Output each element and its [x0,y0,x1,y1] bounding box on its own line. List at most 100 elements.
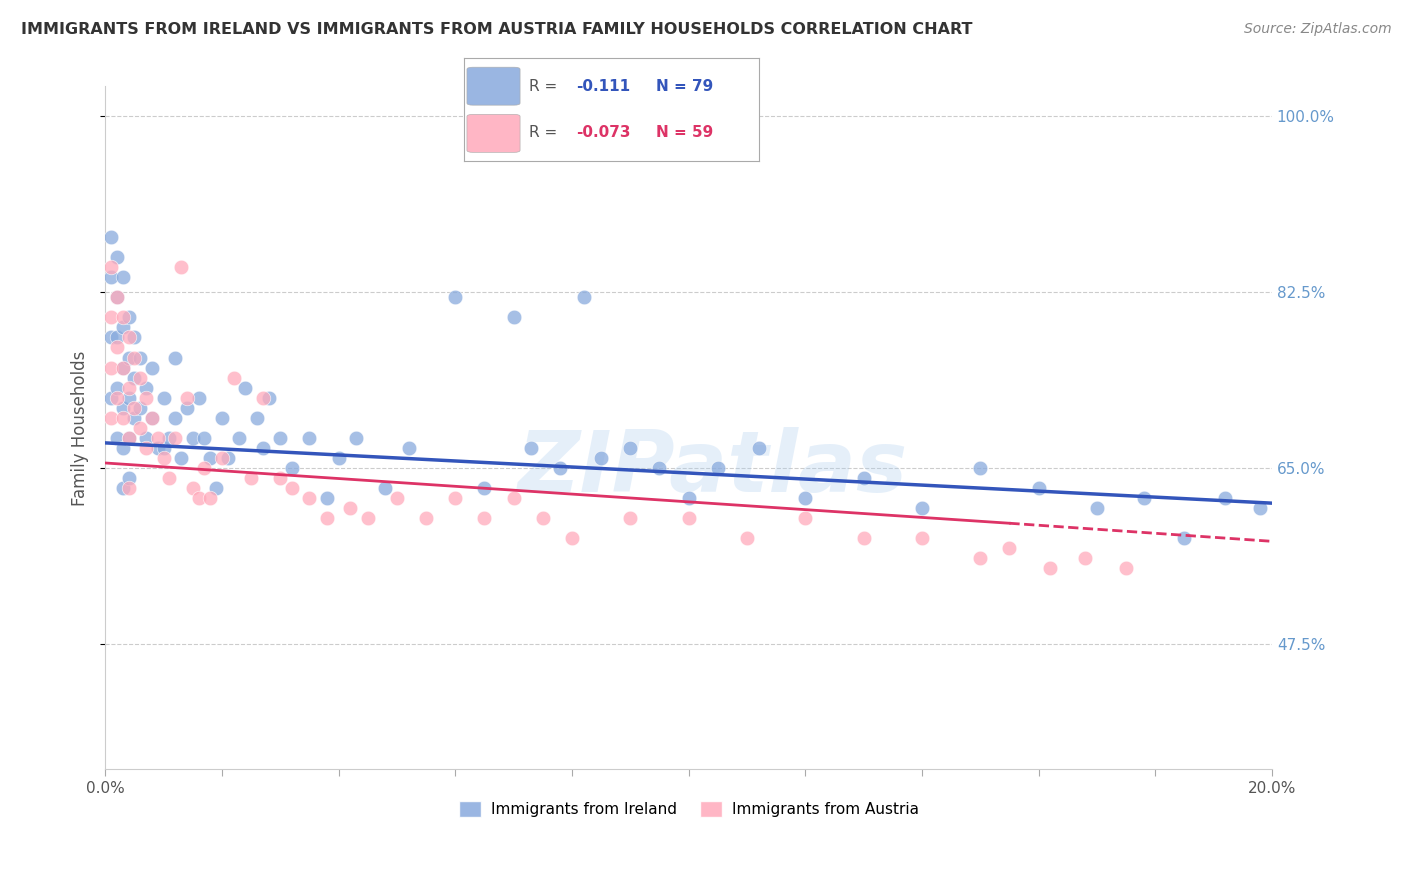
Point [257,391,280,405]
Point [146,441,169,455]
Point [748,441,770,455]
Point [398,441,420,455]
Point [200,450,222,465]
Text: IMMIGRANTS FROM IRELAND VS IMMIGRANTS FROM AUSTRIA FAMILY HOUSEHOLDS CORRELATION: IMMIGRANTS FROM IRELAND VS IMMIGRANTS FR… [21,22,973,37]
Point [111,270,134,285]
Point [852,471,875,485]
Text: N = 79: N = 79 [655,79,713,95]
Point [1115,561,1137,575]
Point [415,511,437,525]
Text: R =: R = [529,79,562,95]
Y-axis label: Family Households: Family Households [72,351,89,506]
Point [357,511,380,525]
FancyBboxPatch shape [467,114,520,153]
Text: -0.073: -0.073 [576,126,631,140]
Point [1039,561,1062,575]
Point [117,381,139,395]
Point [572,290,595,304]
Point [129,370,152,384]
Point [135,381,157,395]
Point [374,481,396,495]
Point [117,330,139,344]
Point [328,450,350,465]
Point [100,260,122,274]
Point [217,450,239,465]
Point [129,401,152,415]
Point [385,491,408,505]
Point [228,431,250,445]
Text: R =: R = [529,126,562,140]
Point [111,481,134,495]
Point [117,431,139,445]
Point [315,511,337,525]
Point [444,491,467,505]
Point [1028,481,1050,495]
Point [474,511,496,525]
Point [117,351,139,365]
Point [1085,501,1108,516]
Point [1249,501,1271,516]
Point [152,450,174,465]
Point [193,461,215,475]
Point [100,330,122,344]
Point [548,461,571,475]
Point [474,481,496,495]
Point [111,320,134,334]
Point [124,330,146,344]
Point [146,431,169,445]
Point [187,491,209,505]
Point [1173,531,1195,545]
Point [1213,491,1236,505]
Point [298,491,321,505]
Point [129,351,152,365]
Point [176,391,198,405]
Point [240,471,263,485]
Point [502,491,524,505]
Point [165,410,187,425]
Point [100,310,122,325]
Point [100,391,122,405]
Point [105,250,128,264]
Point [252,391,274,405]
Point [344,431,367,445]
Point [157,431,180,445]
Point [152,391,174,405]
Point [111,310,134,325]
Point [619,511,641,525]
Point [200,491,222,505]
Point [124,351,146,365]
Point [100,360,122,375]
Point [124,410,146,425]
Text: ZIPatlas: ZIPatlas [517,427,907,510]
Point [706,461,728,475]
Point [852,531,875,545]
Point [187,391,209,405]
Point [129,421,152,435]
Point [281,481,304,495]
Point [298,431,321,445]
Point [152,441,174,455]
Point [135,391,157,405]
Point [222,370,245,384]
Point [100,410,122,425]
Point [969,551,991,566]
Point [170,260,193,274]
Point [105,381,128,395]
Point [111,360,134,375]
Point [111,360,134,375]
Point [176,401,198,415]
Point [141,360,163,375]
Text: -0.111: -0.111 [576,79,630,95]
Point [520,441,543,455]
Point [998,541,1021,556]
Legend: Immigrants from Ireland, Immigrants from Austria: Immigrants from Ireland, Immigrants from… [453,795,925,823]
Point [678,491,700,505]
Point [135,431,157,445]
Point [165,351,187,365]
Point [1132,491,1154,505]
Point [124,401,146,415]
Point [111,401,134,415]
Point [531,511,554,525]
Point [911,501,934,516]
Point [181,431,204,445]
